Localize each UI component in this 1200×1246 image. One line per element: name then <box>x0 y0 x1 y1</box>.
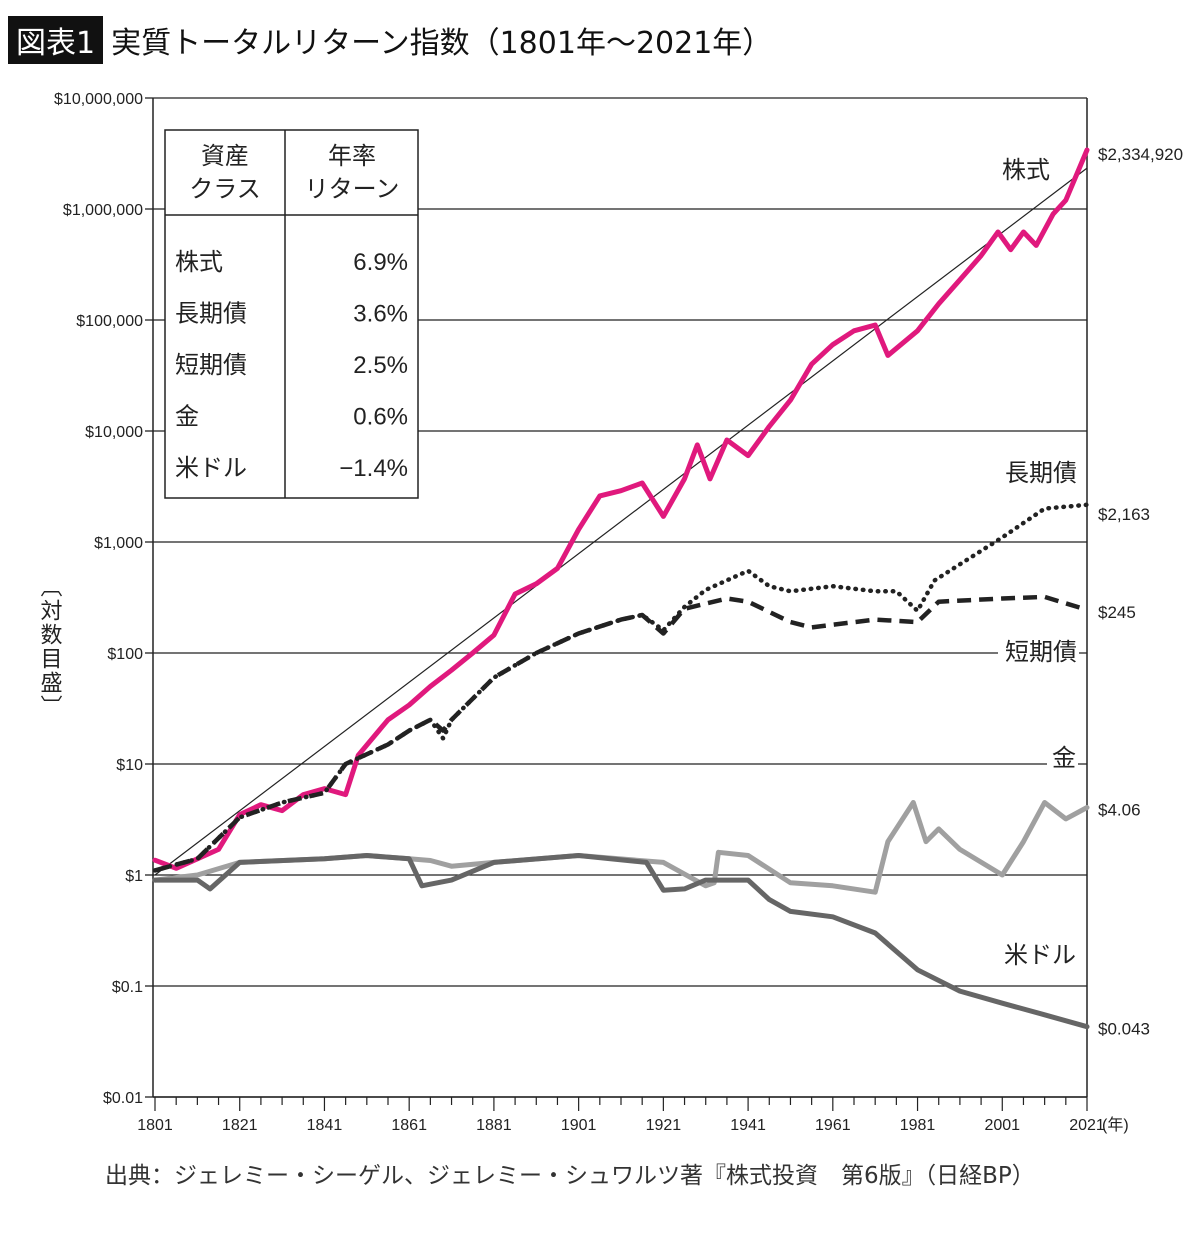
table-asset-name: 米ドル <box>175 455 247 482</box>
table-header: 資産 <box>201 143 249 170</box>
end-value-label: $245 <box>1098 603 1136 622</box>
y-tick-label: $0.1 <box>112 979 143 996</box>
end-value-label: $4.06 <box>1098 800 1141 819</box>
x-tick-label: 1801 <box>137 1117 173 1134</box>
source-note: 出典：ジェレミー・シーゲル、ジェレミー・シュワルツ著『株式投資 第6版』（日経B… <box>105 1163 1035 1189</box>
x-tick-label: 1881 <box>476 1117 512 1134</box>
table-asset-name: 長期債 <box>175 301 247 328</box>
series-line-長期債 <box>152 502 1090 873</box>
x-tick-label: 1861 <box>391 1117 427 1134</box>
x-tick-label: 1841 <box>307 1117 343 1134</box>
table-return-value: −1.4% <box>339 455 408 482</box>
series-label-bg <box>998 456 1079 486</box>
table-header: リターン <box>305 176 400 203</box>
series-line-短期債 <box>154 594 1088 873</box>
y-tick-label: $10 <box>116 757 143 774</box>
series-label: 長期債 <box>1005 460 1077 487</box>
series-label: 短期債 <box>1005 639 1077 666</box>
y-tick-label: $1 <box>125 868 143 885</box>
series-line-株式 <box>152 147 1090 871</box>
trend-line <box>154 167 1088 876</box>
figure-title: 図表1 実質トータルリターン指数（1801年〜2021年） <box>8 16 772 64</box>
y-tick-label: $0.01 <box>103 1090 143 1107</box>
series-line-金 <box>152 800 1090 895</box>
x-tick-label: 1921 <box>646 1117 682 1134</box>
series-label-bg <box>998 635 1079 665</box>
table-return-value: 2.5% <box>353 352 408 379</box>
table-return-value: 3.6% <box>353 301 408 328</box>
y-tick-label: $10,000,000 <box>54 91 143 108</box>
series-label-bg <box>997 938 1078 968</box>
table-return-value: 6.9% <box>353 249 408 276</box>
series-label: 金 <box>1052 745 1076 772</box>
x-tick-label: 2001 <box>984 1117 1020 1134</box>
return-table <box>164 129 419 499</box>
y-tick-label: $1,000 <box>94 535 143 552</box>
table-header: クラス <box>189 176 261 203</box>
table-header: 年率 <box>328 143 376 170</box>
x-tick-label: 1941 <box>730 1117 766 1134</box>
end-value-label: $2,163 <box>1098 505 1150 524</box>
figure-badge: 図表1 <box>8 16 104 64</box>
x-tick-label: 1961 <box>815 1117 851 1134</box>
x-tick-label: 1821 <box>222 1117 258 1134</box>
y-tick-label: $100,000 <box>76 313 143 330</box>
end-value-label: $2,334,920 <box>1098 145 1183 164</box>
x-tick-label: 1981 <box>900 1117 936 1134</box>
table-asset-name: 金 <box>175 404 199 431</box>
x-unit-label: (年) <box>1102 1116 1129 1134</box>
y-tick-label: $1,000,000 <box>63 202 143 219</box>
series-line-米ドル <box>152 853 1090 1030</box>
series-label-bg <box>1047 741 1078 771</box>
series-label-bg <box>996 153 1052 183</box>
series-label: 株式 <box>1002 157 1050 184</box>
x-tick-label: 2021 <box>1069 1117 1105 1134</box>
y-axis-label: 〔対数目盛〕 <box>38 575 63 719</box>
y-tick-label: $10,000 <box>85 424 143 441</box>
table-asset-name: 短期債 <box>175 352 247 379</box>
table-asset-name: 株式 <box>175 249 223 276</box>
x-tick-label: 1901 <box>561 1117 597 1134</box>
table-return-value: 0.6% <box>353 404 408 431</box>
y-tick-label: $100 <box>107 646 143 663</box>
series-label: 米ドル <box>1004 942 1076 969</box>
title-text: 実質トータルリターン指数（1801年〜2021年） <box>111 26 773 61</box>
end-value-label: $0.043 <box>1098 1020 1150 1039</box>
